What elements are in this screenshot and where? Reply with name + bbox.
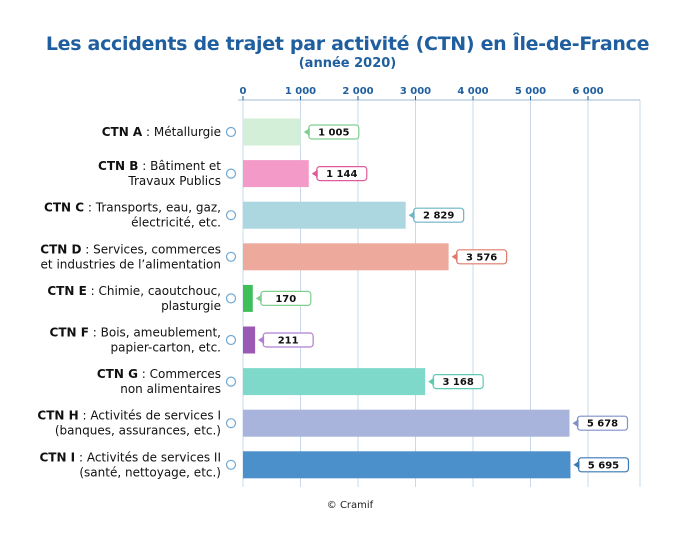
category-label: papier-carton, etc. bbox=[111, 341, 221, 355]
value-label-pointer bbox=[258, 336, 265, 344]
category-marker bbox=[225, 210, 237, 221]
category-label: (banques, assurances, etc.) bbox=[55, 424, 221, 438]
value-label-pointer bbox=[303, 128, 310, 136]
bar bbox=[243, 201, 406, 229]
bar bbox=[243, 118, 301, 146]
bar bbox=[243, 160, 309, 188]
bar bbox=[243, 409, 570, 437]
category-label: et industries de l’alimentation bbox=[41, 257, 221, 271]
value-labels: 1 005 1 144 2 829 3 576 170 211 3 168 5 678 5 69… bbox=[255, 124, 630, 473]
tick-label: 5 000 bbox=[515, 86, 546, 97]
value-label-pointer bbox=[451, 252, 458, 261]
category-marker bbox=[225, 293, 237, 304]
chart-subtitle: (année 2020) bbox=[298, 56, 397, 71]
bars bbox=[243, 118, 571, 479]
tick-label: 0 bbox=[240, 86, 247, 97]
category-label: CTN A : Métallurgie bbox=[102, 125, 221, 139]
value-label: 1 144 bbox=[326, 169, 357, 180]
value-label: 1 005 bbox=[318, 128, 349, 139]
value-label-pointer bbox=[428, 377, 435, 386]
value-label-pointer bbox=[311, 169, 318, 178]
bar bbox=[243, 284, 253, 312]
value-label: 3 168 bbox=[442, 377, 473, 388]
category-marker bbox=[225, 418, 237, 429]
value-label-pointer bbox=[572, 419, 579, 428]
value-label-pointer bbox=[408, 211, 415, 220]
category-labels: CTN A : Métallurgie CTN B : Bâtiment etTr… bbox=[37, 125, 237, 479]
category-marker bbox=[225, 126, 237, 138]
category-label: (santé, nettoyage, etc.) bbox=[79, 465, 221, 479]
bar bbox=[243, 326, 256, 354]
chart-title: Les accidents de trajet par activité (CT… bbox=[45, 33, 650, 55]
value-label: 5 678 bbox=[587, 419, 618, 430]
value-label-pointer bbox=[573, 460, 580, 469]
value-label: 3 576 bbox=[466, 252, 497, 263]
category-marker bbox=[225, 168, 237, 179]
category-label: CTN I : Activités de services II bbox=[39, 450, 221, 464]
category-label: Travaux Publics bbox=[127, 174, 221, 188]
tick-label: 1 000 bbox=[285, 86, 316, 97]
category-label: CTN B : Bâtiment et bbox=[98, 159, 221, 173]
category-label: CTN C : Transports, eau, gaz, bbox=[44, 201, 221, 215]
value-label: 5 695 bbox=[588, 460, 619, 471]
tick-label: 4 000 bbox=[457, 86, 488, 97]
category-label: CTN F : Bois, ameublement, bbox=[50, 326, 221, 340]
category-label: CTN G : Commerces bbox=[97, 367, 221, 381]
category-label: CTN D : Services, commerces bbox=[40, 242, 221, 256]
credit-text: © Cramif bbox=[326, 500, 374, 511]
value-label-pointer bbox=[255, 294, 262, 303]
category-label: CTN E : Chimie, caoutchouc, bbox=[47, 284, 221, 298]
category-marker bbox=[225, 334, 237, 346]
tick-label: 2 000 bbox=[342, 86, 373, 97]
bar bbox=[243, 368, 426, 396]
x-axis: 0 1 000 2 000 3 000 4 000 5 000 6 000 bbox=[238, 86, 640, 101]
tick-label: 6 000 bbox=[572, 86, 603, 97]
value-label: 170 bbox=[275, 294, 296, 305]
category-marker bbox=[225, 459, 237, 470]
bar bbox=[243, 243, 449, 271]
bar bbox=[243, 451, 571, 479]
category-label: non alimentaires bbox=[120, 382, 221, 396]
category-label: plasturgie bbox=[161, 299, 221, 313]
category-label: CTN H : Activités de services I bbox=[37, 409, 221, 423]
tick-label: 3 000 bbox=[400, 86, 431, 97]
category-label: électricité, etc. bbox=[131, 216, 221, 230]
value-label: 2 829 bbox=[423, 211, 454, 222]
value-label: 211 bbox=[278, 336, 299, 347]
category-marker bbox=[225, 251, 237, 262]
category-marker bbox=[225, 376, 237, 387]
